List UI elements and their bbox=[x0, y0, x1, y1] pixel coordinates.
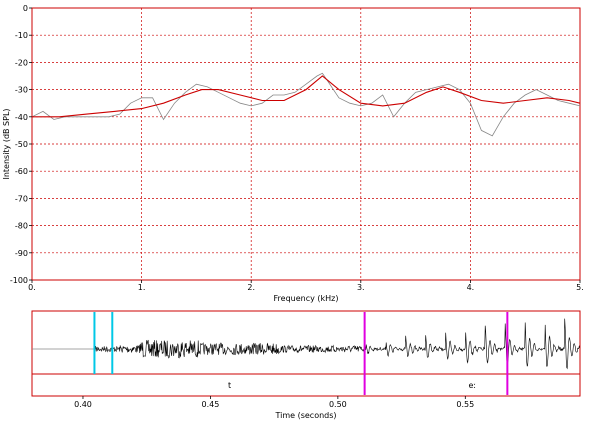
spectrum-y-tick-label: 0 bbox=[23, 4, 28, 13]
spectrum-y-axis-label: Intensity (dB SPL) bbox=[2, 108, 11, 179]
spectrum-x-tick-label: 3. bbox=[357, 283, 365, 292]
spectrum-x-tick-label: 4. bbox=[467, 283, 475, 292]
time-axis-ticks: 0.40 0.45 0.50 0.55 bbox=[74, 396, 474, 409]
spectrum-y-tick-label: -60 bbox=[15, 167, 28, 176]
spectrum-x-tick-label: 1. bbox=[138, 283, 146, 292]
spectrum-y-tick-label: -50 bbox=[15, 140, 28, 149]
spectrum-x-tick-label: 0. bbox=[28, 283, 36, 292]
spectrum-y-tick-label: -40 bbox=[15, 113, 28, 122]
spectrum-x-tick-labels: 0. 1. 2. 3. 4. 5. bbox=[28, 283, 584, 292]
segment-label: eː bbox=[468, 381, 476, 390]
waveform-panel: t eː 0.40 0.45 0.50 0.55 Time (seconds) bbox=[31, 310, 581, 420]
spectrum-x-tick-label: 2. bbox=[247, 283, 255, 292]
spectrum-y-tick-label: -70 bbox=[15, 194, 28, 203]
spectrum-y-tick-label: -30 bbox=[15, 86, 28, 95]
spectrum-series bbox=[31, 72, 581, 137]
time-tick-label: 0.45 bbox=[202, 400, 220, 409]
spectrum-y-tick-labels: 0 -10 -20 -30 -40 -50 -60 -70 -80 -90 -100 bbox=[10, 4, 28, 285]
waveform-plot-frame bbox=[31, 310, 581, 397]
time-tick-label: 0.55 bbox=[456, 400, 474, 409]
series-line-spectrum bbox=[31, 72, 581, 137]
spectrum-y-tick-label: -80 bbox=[15, 222, 28, 231]
spectrum-x-axis-label: Frequency (kHz) bbox=[274, 294, 339, 303]
spectrum-y-tick-label: -100 bbox=[10, 276, 28, 285]
segment-label: t bbox=[228, 381, 231, 390]
spectrum-panel: 0 -10 -20 -30 -40 -50 -60 -70 -80 -90 -100 0. 1. 2. 3… bbox=[2, 4, 584, 303]
time-tick-label: 0.50 bbox=[329, 400, 347, 409]
time-axis-label: Time (seconds) bbox=[274, 411, 336, 420]
spectrum-y-tick-label: -20 bbox=[15, 58, 28, 67]
segment-boundary-markers bbox=[93, 312, 509, 395]
spectrum-y-tick-label: -10 bbox=[15, 31, 28, 40]
spectrum-x-tick-label: 5. bbox=[576, 283, 584, 292]
time-tick-label: 0.40 bbox=[74, 400, 92, 409]
waveform-trace bbox=[95, 318, 580, 370]
segment-labels: t eː bbox=[228, 381, 476, 390]
spectrum-y-tick-label: -90 bbox=[15, 249, 28, 258]
